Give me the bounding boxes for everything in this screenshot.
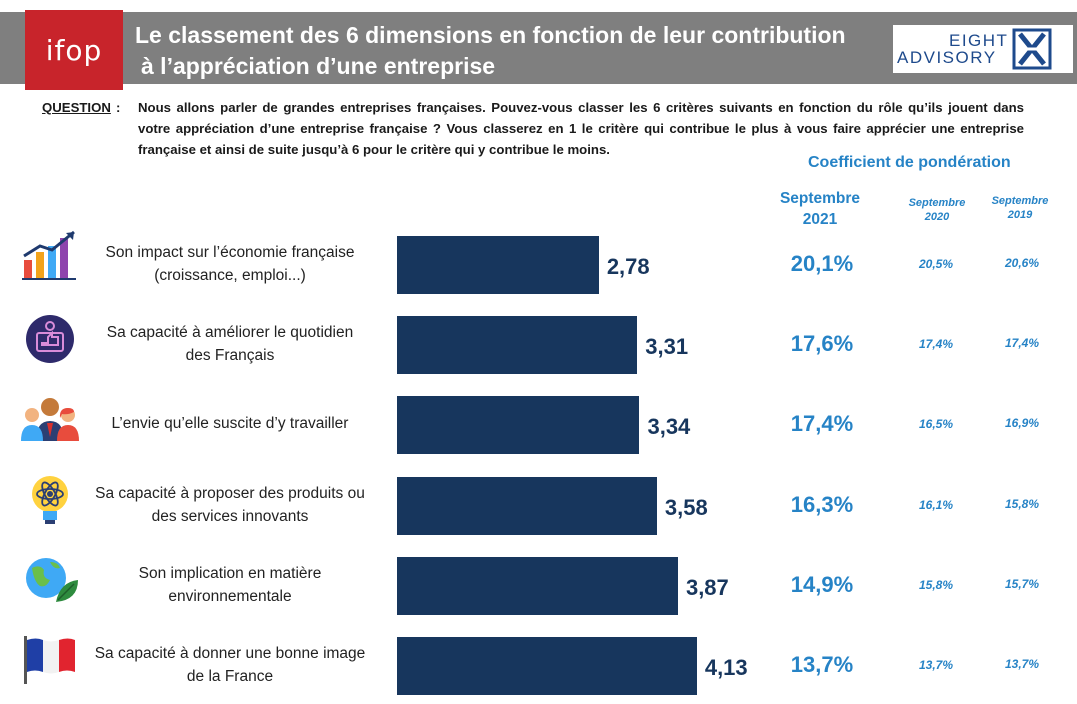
category-label: Sa capacité à proposer des produits ou de… [80,482,380,528]
col-2020-line1: Septembre [908,197,966,209]
coef-2021-value: 20,1% [790,251,854,276]
col-2021-line1: Septembre [779,190,861,207]
category-label-line1: Sa capacité à proposer des produits ou [95,484,365,502]
chart-row: Sa capacité à proposer des produits ou de… [0,466,1077,546]
coef-2020-value: 16,5% [918,417,954,432]
category-label-line2: des services innovants [151,507,309,525]
eight-advisory-mark-icon [1012,28,1052,70]
header: ifop Le classement des 6 dimensions en f… [0,0,1077,90]
category-label-line1: Sa capacité à donner une bonne image [94,645,366,662]
page-title: Le classement des 6 dimensions en foncti… [135,20,875,82]
title-line-2: à l’appréciation d’une entreprise [141,53,496,79]
col-header-2020: Septembre 2020 [897,196,977,224]
col-header-2019: Septembre 2019 [980,194,1060,222]
category-label: Sa capacité à donner une bonne image de l… [80,642,380,688]
category-label-line2: des Français [185,347,275,365]
chart-bar [397,556,678,615]
growth-chart-icon [20,230,80,282]
category-label-line2: de la France [186,668,274,685]
coef-2020-value: 20,5% [918,257,954,271]
coef-2019-value: 13,7% [1004,657,1040,671]
coef-2019-value: 20,6% [1004,256,1040,270]
bar-value-label: 3,87 [685,574,729,600]
coef-2020-value: 16,1% [918,497,954,512]
category-label: Sa capacité à améliorer le quotidien des … [80,321,380,367]
category-label: Son implication en matière environnementa… [80,562,380,608]
coef-2021-value: 17,4% [790,411,854,437]
globe-leaf-icon [20,554,80,606]
bar-value-label: 2,78 [606,254,650,279]
eight-advisory-wordmark: EIGHT ADVISORY [897,32,1008,66]
bar-value-label: 3,34 [647,414,691,440]
ifop-logo: ifop [25,10,123,90]
coef-2020-value: 13,7% [918,658,954,672]
category-label-line1: Sa capacité à améliorer le quotidien [106,324,354,342]
title-line-1: Le classement des 6 dimensions en foncti… [135,22,846,48]
chart-bar [397,476,657,535]
category-label-line2: (croissance, emploi...) [154,267,306,284]
col-2019-line2: 2019 [1007,209,1033,221]
coef-2021-value: 14,9% [790,571,854,597]
col-header-2021: Septembre 2021 [770,188,870,230]
col-2021-line2: 2021 [802,211,838,228]
coef-2021-value: 17,6% [790,331,854,357]
col-2019-line1: Septembre [991,195,1049,207]
chart-row: Sa capacité à donner une bonne image de l… [0,626,1077,704]
france-flag-icon [20,634,80,686]
coef-2019-value: 17,4% [1004,336,1040,351]
question-label: QUESTION [42,100,111,115]
bar-value-label: 3,31 [645,334,689,360]
coef-2021-value: 13,7% [790,652,854,677]
eight-advisory-logo: EIGHT ADVISORY [893,25,1073,73]
category-label-line1: Son impact sur l’économie française [105,244,355,261]
chart-row: Son impact sur l’économie française (croi… [0,225,1077,305]
coef-2020-value: 15,8% [918,577,954,592]
category-label-line1: Son implication en matière [138,564,322,582]
chart-bar [397,637,697,695]
coef-2019-value: 15,8% [1004,496,1040,511]
question-colon: : [116,100,121,115]
logo-word-eight: EIGHT [949,31,1009,50]
category-label: Son impact sur l’économie française (croi… [80,241,380,287]
thumbs-up-icon [20,313,80,365]
logo-word-advisory: ADVISORY [897,48,997,67]
chart-row: L’envie qu’elle suscite d’y travailler 3,… [0,385,1077,465]
bar-value-label: 3,58 [664,494,708,520]
col-2020-line2: 2020 [924,211,950,223]
chart-row: Son implication en matière environnementa… [0,546,1077,626]
chart-bar [397,396,640,455]
chart-row: Sa capacité à améliorer le quotidien des … [0,305,1077,385]
question-text: Nous allons parler de grandes entreprise… [138,100,1024,157]
category-label: L’envie qu’elle suscite d’y travailler [80,412,380,435]
people-icon [20,393,80,445]
category-label-line2: environnementale [168,587,292,605]
chart-bar [397,236,599,294]
coef-2021-value: 16,3% [790,491,854,517]
lightbulb-atom-icon [20,474,80,526]
coef-title: Coefficient de pondération [808,154,1011,171]
chart-bar [397,316,638,375]
category-label-line1: L’envie qu’elle suscite d’y travailler [111,415,349,433]
coef-2019-value: 16,9% [1004,416,1040,431]
coef-2020-value: 17,4% [918,337,954,352]
bar-value-label: 4,13 [704,655,748,680]
coef-2019-value: 15,7% [1004,576,1040,591]
